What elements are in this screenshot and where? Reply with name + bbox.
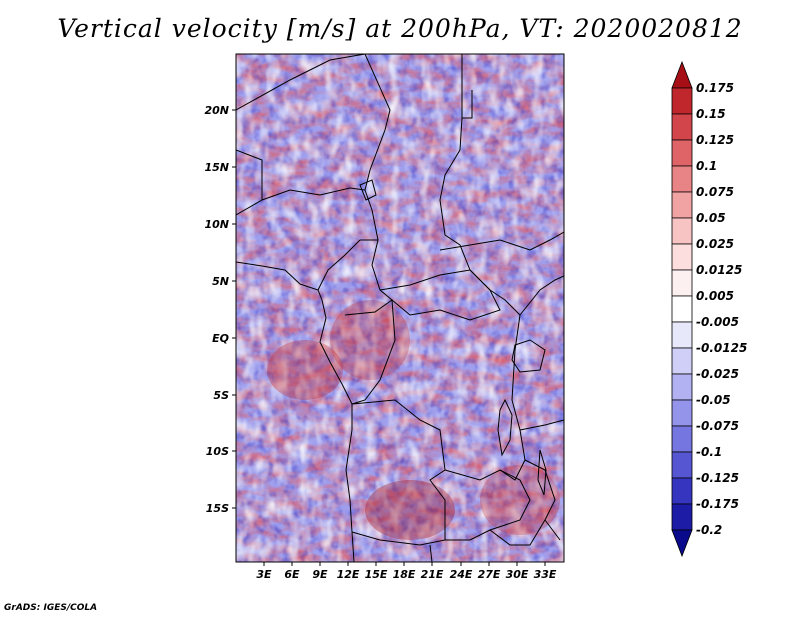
colorbar-swatch [671, 529, 693, 558]
lon-label: 9E [312, 568, 328, 581]
colorbar-swatch [671, 425, 693, 453]
coastline [236, 261, 355, 562]
lon-label: 6E [284, 568, 300, 581]
colorbar-label: -0.025 [696, 367, 739, 381]
lon-label: 3E [256, 568, 272, 581]
lat-label: EQ [212, 332, 229, 345]
longitude-axis: 3E 6E 9E 12E 15E 18E 21E 24E 27E 30E 33E [256, 562, 557, 581]
colorbar-swatch [671, 373, 693, 401]
lake-chad [359, 179, 377, 201]
colorbar-label: -0.005 [696, 315, 739, 329]
lon-label: 15E [365, 568, 388, 581]
lon-label: 33E [534, 568, 557, 581]
colorbar-label: 0.075 [696, 185, 734, 199]
colorbar-label: -0.175 [696, 497, 739, 511]
colorbar-swatch [671, 113, 693, 141]
colorbar-swatch [671, 60, 693, 89]
colorbar-label: -0.05 [696, 393, 731, 407]
colorbar-label: 0.1 [696, 159, 717, 173]
border-zimbabwe [489, 519, 546, 546]
border-zambia [444, 469, 531, 541]
lat-label: 15S [206, 502, 229, 515]
lat-label: 5S [213, 389, 229, 402]
border-east [519, 275, 564, 316]
colorbar-swatch [671, 477, 693, 505]
colorbar-label: -0.125 [696, 471, 739, 485]
colorbar-swatch [671, 243, 693, 271]
lat-label: 10S [206, 445, 229, 458]
border-tanzania [519, 419, 564, 431]
country-borders [236, 54, 564, 562]
colorbar-swatch [671, 87, 693, 115]
colorbar-label: 0.025 [696, 237, 734, 251]
lon-label: 12E [337, 568, 360, 581]
border-angola [351, 399, 446, 546]
border-mozambique [524, 459, 561, 541]
chart-title: Vertical velocity [m/s] at 200hPa, VT: 2… [57, 14, 743, 43]
colorbar-label: 0.05 [696, 211, 726, 225]
border-nigeria-cameroon [317, 239, 393, 301]
colorbar-label: 0.0125 [696, 263, 742, 277]
colorbar-label: -0.2 [696, 523, 722, 537]
colorbar-swatch [671, 165, 693, 193]
lake-victoria [511, 339, 546, 373]
colorbar-swatch [671, 399, 693, 427]
border-sudan-south [439, 231, 564, 251]
border-algeria [236, 54, 366, 111]
colorbar-swatch [671, 217, 693, 245]
lat-label: 5N [212, 275, 229, 288]
border-niger-nigeria [261, 187, 366, 201]
colorbar-label: -0.1 [696, 445, 722, 459]
map-frame [235, 53, 565, 563]
colorbar-label: 0.175 [696, 81, 734, 95]
velocity-field [236, 54, 564, 562]
lat-label: 20N [204, 104, 229, 117]
colorbar-swatch [671, 451, 693, 479]
border-car [379, 269, 501, 321]
footer-credit: GrADS: IGES/COLA [4, 603, 98, 613]
lat-label: 15N [204, 161, 229, 174]
lon-label: 21E [421, 568, 444, 581]
border-botswana [429, 544, 433, 562]
colorbar-swatch [671, 295, 693, 323]
lon-label: 27E [478, 568, 501, 581]
border-congo [344, 299, 396, 405]
border-chad-sudan [439, 117, 491, 291]
lat-label: 10N [204, 218, 229, 231]
colorbar-label: -0.075 [696, 419, 739, 433]
colorbar-label: 0.005 [696, 289, 734, 303]
colorbar-swatch [671, 321, 693, 349]
colorbar-swatch [671, 139, 693, 167]
border-drc-east [489, 289, 526, 481]
colorbar-label: 0.125 [696, 133, 734, 147]
border-mali-niger [236, 149, 263, 216]
colorbar-swatch [671, 347, 693, 375]
colorbar-label: -0.0125 [696, 341, 747, 355]
lake-malawi [537, 449, 547, 496]
colorbar: 0.175 0.15 0.125 0.1 0.075 0.05 0.025 0.0125 0.0… [671, 60, 747, 558]
border-niger-chad [364, 54, 391, 241]
lon-label: 18E [393, 568, 416, 581]
colorbar-swatch [671, 191, 693, 219]
latitude-axis: 20N 15N 10N 5N EQ 5S 10S 15S [204, 104, 236, 515]
lon-label: 30E [506, 568, 529, 581]
colorbar-swatch [671, 269, 693, 297]
border-libya-egypt [461, 54, 473, 119]
colorbar-label: 0.15 [696, 107, 726, 121]
lake-tanganyika [497, 398, 513, 457]
lon-label: 24E [450, 568, 473, 581]
colorbar-swatch [671, 503, 693, 531]
